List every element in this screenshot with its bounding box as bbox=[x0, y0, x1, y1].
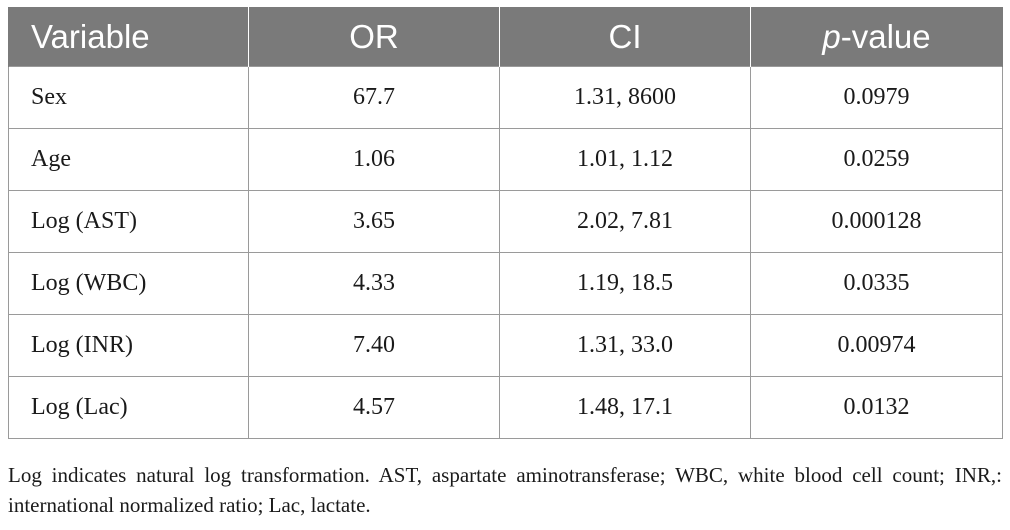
cell-ci: 1.48, 17.1 bbox=[499, 376, 751, 439]
cell-p-value: 0.0132 bbox=[750, 376, 1003, 439]
cell-or: 4.57 bbox=[248, 376, 500, 439]
header-p-value: p-value bbox=[750, 7, 1003, 67]
table-body: Sex 67.7 1.31, 8600 0.0979 Age 1.06 1.01… bbox=[8, 66, 1003, 439]
cell-ci: 1.31, 8600 bbox=[499, 66, 751, 129]
table-row: Log (WBC) 4.33 1.19, 18.5 0.0335 bbox=[8, 252, 1003, 315]
header-ci: CI bbox=[499, 7, 751, 67]
cell-or: 67.7 bbox=[248, 66, 500, 129]
cell-variable: Sex bbox=[8, 66, 249, 129]
cell-variable: Log (AST) bbox=[8, 190, 249, 253]
header-row: Variable OR CI p-value bbox=[8, 7, 1003, 67]
cell-ci: 1.01, 1.12 bbox=[499, 128, 751, 191]
cell-p-value: 0.0259 bbox=[750, 128, 1003, 191]
table-row: Age 1.06 1.01, 1.12 0.0259 bbox=[8, 128, 1003, 191]
results-table: Variable OR CI p-value Sex 67.7 1.31, 86… bbox=[8, 7, 1003, 439]
cell-p-value: 0.000128 bbox=[750, 190, 1003, 253]
table-row: Log (AST) 3.65 2.02, 7.81 0.000128 bbox=[8, 190, 1003, 253]
header-p-italic: p bbox=[822, 18, 841, 55]
table-row: Log (Lac) 4.57 1.48, 17.1 0.0132 bbox=[8, 376, 1003, 439]
cell-p-value: 0.00974 bbox=[750, 314, 1003, 377]
cell-or: 7.40 bbox=[248, 314, 500, 377]
cell-p-value: 0.0335 bbox=[750, 252, 1003, 315]
cell-or: 4.33 bbox=[248, 252, 500, 315]
cell-or: 3.65 bbox=[248, 190, 500, 253]
header-p-rest: -value bbox=[840, 18, 931, 55]
table-header: Variable OR CI p-value bbox=[8, 7, 1003, 67]
table-footnote: Log indicates natural log transformation… bbox=[8, 463, 1002, 517]
cell-variable: Log (INR) bbox=[8, 314, 249, 377]
cell-variable: Log (WBC) bbox=[8, 252, 249, 315]
cell-p-value: 0.0979 bbox=[750, 66, 1003, 129]
cell-ci: 1.31, 33.0 bbox=[499, 314, 751, 377]
results-table-container: Variable OR CI p-value Sex 67.7 1.31, 86… bbox=[8, 7, 1003, 439]
table-row: Sex 67.7 1.31, 8600 0.0979 bbox=[8, 66, 1003, 129]
cell-or: 1.06 bbox=[248, 128, 500, 191]
header-or: OR bbox=[248, 7, 500, 67]
cell-ci: 1.19, 18.5 bbox=[499, 252, 751, 315]
header-variable: Variable bbox=[8, 7, 249, 67]
table-row: Log (INR) 7.40 1.31, 33.0 0.00974 bbox=[8, 314, 1003, 377]
cell-variable: Age bbox=[8, 128, 249, 191]
cell-ci: 2.02, 7.81 bbox=[499, 190, 751, 253]
cell-variable: Log (Lac) bbox=[8, 376, 249, 439]
